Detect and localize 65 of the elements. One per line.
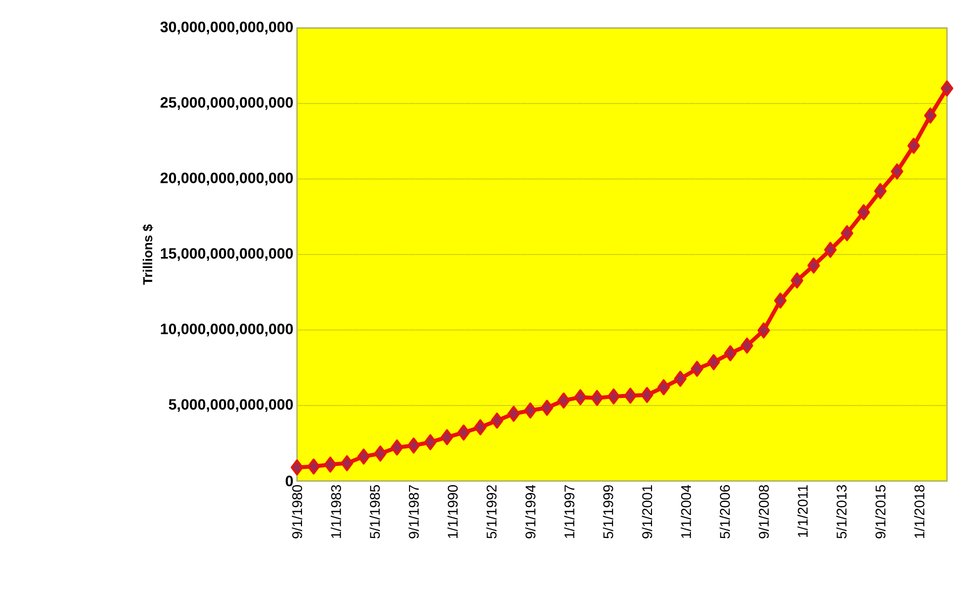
x-tick-label: 5/1/1999 — [602, 485, 614, 538]
point — [507, 406, 520, 422]
point — [290, 459, 304, 476]
point — [690, 360, 704, 377]
x-tick-label: 1/1/2004 — [680, 484, 692, 538]
point — [724, 345, 737, 362]
point — [407, 438, 420, 454]
y-tick-label: 10,000,000,000,000 — [160, 324, 293, 336]
point — [557, 392, 570, 409]
point — [707, 354, 720, 370]
point — [874, 183, 887, 200]
x-tick-label: 5/1/2013 — [836, 485, 847, 538]
x-tick-label: 5/1/1985 — [370, 485, 380, 538]
y-tick-label: 30,000,000,000,000 — [160, 22, 293, 34]
x-tick-label: 9/1/1994 — [525, 484, 536, 538]
point — [840, 225, 854, 242]
point — [607, 388, 620, 404]
y-tick-label: 0 — [286, 476, 293, 486]
point — [774, 292, 787, 309]
point — [624, 388, 637, 404]
point — [340, 455, 354, 472]
point — [857, 204, 870, 220]
point — [757, 322, 770, 338]
point — [490, 412, 504, 429]
point — [674, 370, 687, 387]
point — [357, 448, 370, 465]
x-tick-label: 1/1/1997 — [564, 485, 574, 538]
point — [890, 163, 904, 180]
point — [807, 258, 820, 274]
point — [740, 338, 754, 354]
x-tick-label: 1/1/1983 — [330, 485, 342, 538]
x-tick-label: 9/1/2001 — [642, 485, 652, 538]
x-tick-label: 1/1/1990 — [447, 485, 458, 538]
point — [440, 429, 454, 446]
point — [590, 390, 604, 406]
point — [640, 386, 654, 403]
x-tick-label: 9/1/2015 — [875, 485, 886, 538]
x-tick-label: 1/1/2011 — [797, 485, 808, 537]
x-tick-label: 5/1/2006 — [720, 485, 730, 538]
point — [474, 419, 487, 436]
point — [374, 446, 387, 462]
y-tick-label: 20,000,000,000,000 — [160, 172, 293, 186]
y-tick-label: 25,000,000,000,000 — [160, 97, 293, 110]
point — [657, 379, 670, 396]
point — [457, 424, 470, 441]
x-tick-label: 9/1/1980 — [292, 485, 302, 538]
point — [790, 272, 804, 288]
x-tick-label: 1/1/2018 — [914, 485, 924, 538]
point — [824, 242, 837, 258]
point — [390, 439, 404, 456]
point — [324, 456, 337, 473]
point — [524, 402, 537, 418]
y-tick-label: 15,000,000,000,000 — [160, 248, 293, 261]
point — [307, 458, 320, 474]
y-tick-label: 5,000,000,000,000 — [168, 399, 293, 412]
x-tick-label: 9/1/2008 — [758, 485, 769, 538]
point — [574, 389, 587, 406]
point — [907, 138, 920, 154]
point — [940, 80, 954, 96]
point — [424, 434, 437, 450]
y-axis-title: Trillions $ — [142, 224, 154, 285]
x-tick-label: 5/1/1992 — [486, 485, 497, 538]
x-tick-label: 9/1/1987 — [408, 485, 419, 538]
point — [540, 400, 554, 416]
point — [924, 108, 937, 124]
